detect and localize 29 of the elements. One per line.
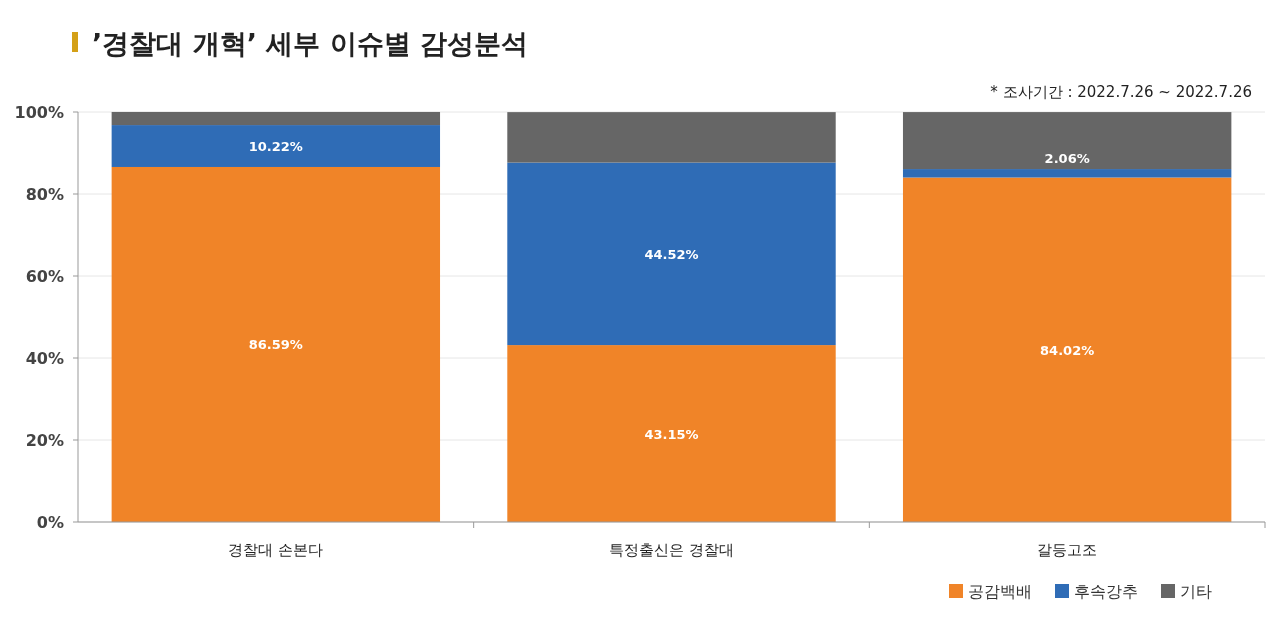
- bar: [507, 112, 836, 163]
- bar: [507, 162, 836, 346]
- legend-label: 후속강추: [1074, 582, 1138, 601]
- data-label: 84.02%: [1040, 342, 1095, 358]
- x-tick-label: 특정출신은 경찰대: [609, 541, 734, 559]
- x-tick-label: 경찰대 손본다: [228, 541, 324, 559]
- data-label: 10.22%: [248, 139, 303, 155]
- bar: [902, 169, 1232, 178]
- legend-label: 기타: [1180, 582, 1212, 601]
- bar: [902, 112, 1232, 170]
- data-label: 43.15%: [644, 426, 699, 442]
- y-tick-label: 60%: [25, 267, 64, 286]
- chart-title: ’경찰대 개혁’ 세부 이슈별 감성분석: [92, 28, 529, 59]
- y-tick-label: 0%: [36, 513, 64, 532]
- data-label: 44.52%: [644, 246, 699, 262]
- text: * 조사기간 : 2022.7.26 ~ 2022.7.26: [990, 83, 1252, 101]
- bar: [507, 345, 836, 522]
- y-tick-label: 80%: [25, 185, 64, 204]
- y-tick-label: 20%: [25, 431, 64, 450]
- y-tick-label: 100%: [14, 103, 64, 122]
- bar: [111, 166, 441, 522]
- data-label: 86.59%: [248, 337, 303, 353]
- data-label: 2.06%: [1044, 151, 1090, 167]
- y-tick-label: 40%: [25, 349, 64, 368]
- legend-label: 공감백배: [968, 582, 1032, 601]
- bar: [111, 125, 441, 167]
- x-tick-label: 갈등고조: [1037, 541, 1098, 559]
- bar: [111, 111, 441, 126]
- bar: [902, 177, 1232, 522]
